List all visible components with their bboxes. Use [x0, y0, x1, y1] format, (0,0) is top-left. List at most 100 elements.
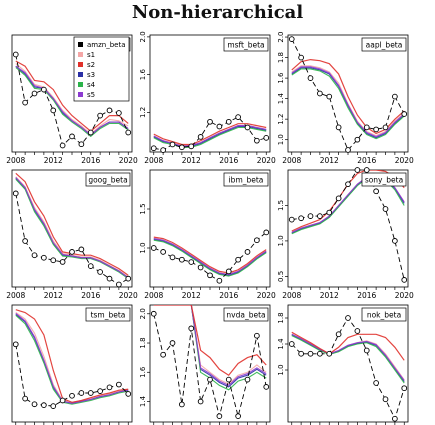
- legend-entry: s3: [87, 71, 95, 79]
- observed-beta-point: [225, 118, 232, 125]
- y-tick-label: 2.0: [139, 31, 147, 42]
- series-line-s5: [15, 65, 129, 136]
- x-tick-label: 2016: [81, 291, 100, 300]
- y-tick-label: 1.2: [139, 107, 147, 118]
- observed-beta-point: [106, 107, 113, 114]
- x-tick-label: 2008: [144, 291, 163, 300]
- observed-beta-point: [363, 124, 370, 131]
- series-line-s4: [15, 314, 129, 405]
- panel-label-box: [361, 172, 407, 187]
- y-tick-label: 1.2: [277, 114, 285, 125]
- y-tick-label: 1.5: [139, 203, 147, 214]
- observed-beta-point: [50, 403, 57, 409]
- panel-sony_beta: 2008 2012 2016 2020 0.5 1.0 1.5 sony_beta: [277, 167, 414, 300]
- series-line-s2: [15, 309, 129, 403]
- observed-beta-point: [244, 124, 251, 131]
- observed-beta-point: [363, 347, 370, 354]
- observed-beta-point: [401, 277, 408, 283]
- series-line-s2: [291, 58, 405, 135]
- observed-beta-point: [125, 129, 132, 136]
- y-tick-label: 1.5: [277, 200, 285, 211]
- series-line-s1: [15, 176, 129, 278]
- observed-beta-point: [50, 257, 57, 264]
- y-tick-label: 1.4: [139, 395, 147, 407]
- observed-beta-point: [401, 385, 408, 392]
- observed-beta-point: [307, 350, 314, 357]
- y-tick-label: 1.8: [139, 337, 147, 348]
- series-line-s5: [153, 305, 267, 387]
- observed-beta-point: [326, 350, 333, 357]
- observed-beta-point: [116, 110, 122, 116]
- observed-beta-point: [188, 143, 195, 150]
- series-lines: [291, 331, 405, 384]
- observed-beta-line: [153, 313, 267, 417]
- observed-beta-point: [150, 145, 157, 152]
- legend-swatch: [78, 82, 83, 87]
- observed-beta-point: [298, 350, 304, 357]
- panel-goog_beta: 2008 2012 2016 2020 goog_beta: [6, 169, 138, 300]
- observed-beta-point: [59, 397, 66, 404]
- observed-beta-point: [59, 259, 66, 265]
- observed-beta-point: [97, 269, 103, 275]
- observed-beta-point: [392, 93, 398, 100]
- series-line-s1: [15, 63, 129, 135]
- legend-box: [73, 36, 130, 102]
- x-tick-label: 2012: [320, 291, 339, 300]
- observed-beta-point: [69, 133, 75, 140]
- series-line-s2: [153, 305, 267, 376]
- observed-beta-point: [363, 167, 370, 173]
- x-tick-label: 2012: [44, 156, 63, 165]
- observed-beta-point: [106, 275, 113, 282]
- observed-beta-point: [288, 341, 295, 347]
- y-tick-label: 1.6: [139, 69, 147, 81]
- x-tick-label: 2016: [219, 156, 238, 165]
- observed-beta-point: [188, 325, 195, 332]
- observed-beta-point: [335, 195, 342, 202]
- observed-beta-point: [307, 213, 314, 219]
- observed-beta-point: [97, 112, 103, 119]
- observed-beta-point: [288, 216, 295, 223]
- series-line-s2: [291, 331, 405, 361]
- observed-beta-point: [317, 350, 323, 357]
- observed-beta-point: [78, 390, 85, 396]
- observed-beta-point: [263, 134, 270, 141]
- observed-beta-point: [263, 229, 270, 236]
- panel-label-box: [85, 307, 131, 322]
- observed-beta-point: [373, 188, 379, 195]
- observed-beta-point: [235, 114, 241, 120]
- x-tick-label: 2020: [119, 156, 138, 165]
- panel-label: tsm_beta: [91, 311, 126, 320]
- series-lines: [15, 172, 129, 280]
- observed-beta-point: [382, 124, 389, 131]
- panel-aapl_beta: 2008 2012 2016 2020 1.0 1.2 1.4 1.6 1.8 2.0 aapl_b…: [277, 31, 414, 165]
- x-tick-label: 2008: [282, 156, 301, 165]
- y-tick-label: 2.0: [277, 31, 285, 42]
- series-line-s4: [153, 239, 267, 277]
- panel-label: msft_beta: [227, 41, 264, 50]
- observed-beta-point: [150, 310, 157, 317]
- observed-beta-point: [50, 107, 57, 114]
- observed-beta-point: [373, 126, 379, 133]
- observed-beta-point: [12, 51, 19, 58]
- x-tick-label: 2012: [44, 291, 63, 300]
- observed-beta-point: [150, 245, 157, 251]
- observed-beta-point: [41, 86, 47, 93]
- observed-beta-point: [31, 90, 38, 97]
- panel-msft_beta: 2008 2012 2016 2020 1.2 1.6 2.0 msft_beta: [139, 31, 276, 165]
- observed-beta-point: [288, 36, 295, 42]
- legend-entry: amzn_beta: [87, 41, 126, 49]
- observed-beta-point: [345, 315, 351, 321]
- panel-label-box: [361, 37, 407, 52]
- y-tick-label: 1.6: [139, 366, 147, 378]
- series-line-s2: [153, 123, 267, 146]
- observed-beta-point: [354, 328, 361, 334]
- observed-beta-point: [106, 384, 113, 391]
- observed-beta-point: [354, 136, 361, 143]
- panel-label-box: [223, 37, 269, 52]
- x-tick-label: 2020: [395, 291, 414, 300]
- observed-beta-point: [207, 272, 213, 279]
- series-line-s3: [153, 305, 267, 388]
- panel-label-box: [223, 307, 269, 322]
- observed-beta-point: [160, 249, 166, 255]
- series-line-s2: [153, 236, 267, 274]
